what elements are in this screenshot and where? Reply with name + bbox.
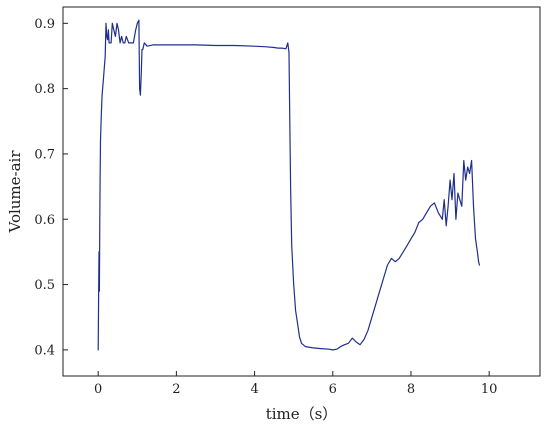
y-axis-title: Volume-air — [6, 150, 24, 234]
y-axis-ticks: 0.4 0.5 0.6 0.7 0.8 0.9 — [34, 17, 68, 358]
series-line — [97, 19, 480, 351]
y-tick-label: 0.5 — [34, 278, 55, 293]
x-tick-label: 0 — [94, 382, 102, 397]
y-tick-label: 0.6 — [34, 213, 55, 228]
y-tick-label: 0.4 — [34, 343, 55, 358]
x-tick-label: 8 — [407, 382, 415, 397]
x-tick-label: 2 — [172, 382, 180, 397]
y-tick-label: 0.7 — [34, 147, 55, 162]
series-layer — [97, 19, 480, 351]
x-tick-label: 4 — [250, 382, 258, 397]
x-axis-title: time（s） — [266, 405, 338, 423]
x-tick-label: 10 — [481, 382, 498, 397]
x-tick-label: 6 — [329, 382, 337, 397]
y-tick-label: 0.9 — [34, 17, 55, 32]
y-tick-label: 0.8 — [34, 82, 55, 97]
x-axis-ticks: 0 2 4 6 8 10 — [94, 371, 497, 397]
plot-frame — [62, 6, 541, 377]
